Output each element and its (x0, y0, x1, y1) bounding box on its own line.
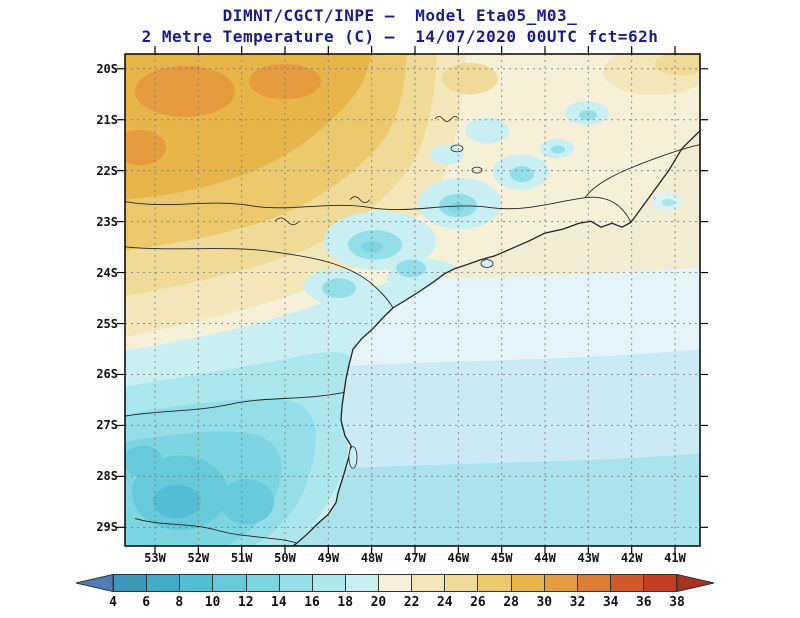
colorbar-tick-label: 24 (436, 595, 453, 610)
lat-label: 25S (96, 316, 118, 331)
lon-label: 52W (187, 551, 210, 565)
state-border-northeast (584, 144, 701, 198)
colorbar-right-arrow (677, 574, 715, 592)
colorbar-segment (114, 575, 147, 591)
colorbar-segment (245, 575, 279, 591)
lon-label: 48W (360, 551, 383, 565)
colorbar-tick-label: 36 (635, 595, 652, 610)
colorbar-segment (212, 575, 246, 591)
island (480, 259, 494, 268)
lat-label: 26S (96, 367, 118, 382)
colorbar-tick-labels: 4 6 8 10 12 14 16 18 20 22 24 26 28 30 32 34 36 38 (75, 595, 715, 613)
colorbar-segment (477, 575, 511, 591)
lon-label: 50W (274, 551, 296, 565)
map-title-line1: DIMNT/CGCT/INPE — Model Eta05_M03_ (222, 6, 578, 25)
lat-label: 29S (96, 520, 118, 535)
map-title-line2: 2 Metre Temperature (C) — 14/07/2020 00U… (141, 27, 659, 46)
lon-label: 47W (404, 551, 426, 565)
colorbar-segments (113, 574, 677, 592)
reservoir-outline (450, 144, 464, 153)
lon-label: 41W (664, 551, 686, 565)
lat-label: 22S (96, 163, 118, 178)
state-border-north (124, 196, 632, 223)
reservoir-outline (274, 217, 300, 226)
lat-label: 21S (96, 112, 118, 127)
colorbar-segment (311, 575, 345, 591)
state-borders-and-coastline (124, 116, 701, 547)
colorbar-tick-label: 16 (304, 595, 320, 610)
colorbar-segment (344, 575, 378, 591)
colorbar-segment (146, 575, 180, 591)
colorbar-segment (444, 575, 478, 591)
lon-label: 49W (317, 551, 340, 565)
colorbar-segment (378, 575, 412, 591)
colorbar-segment (543, 575, 577, 591)
colorbar-tick-label: 32 (569, 595, 586, 610)
reservoir-outline (434, 116, 460, 122)
lon-label: 53W (144, 551, 166, 565)
colorbar-tick-label: 26 (470, 595, 486, 610)
colorbar-segment (179, 575, 213, 591)
lon-label: 46W (447, 551, 470, 565)
colorbar-left-arrow (75, 574, 113, 592)
colorbar-tick-label: 28 (503, 595, 519, 610)
axis-tick-marks (117, 46, 708, 554)
reservoir-outline (471, 166, 483, 174)
lon-label: 44W (534, 551, 556, 565)
lon-label: 45W (490, 551, 513, 565)
lon-label: 51W (230, 551, 253, 565)
lon-label: 42W (620, 551, 643, 565)
state-border-south (124, 392, 345, 417)
colorbar-tick-label: 14 (271, 595, 287, 610)
colorbar-segment (609, 575, 643, 591)
colorbar-tick-label: 8 (175, 595, 184, 610)
colorbar-tick-label: 20 (370, 595, 387, 610)
colorbar-segment (510, 575, 544, 591)
colorbar-segment (576, 575, 610, 591)
colorbar-tick-label: 18 (337, 595, 354, 610)
coastline (292, 130, 701, 547)
lat-label: 20S (96, 61, 118, 76)
temperature-map (117, 46, 708, 554)
island (348, 446, 358, 469)
colorbar-tick-label: 30 (536, 595, 553, 610)
colorbar-segment (278, 575, 312, 591)
colorbar-tick-label: 34 (602, 595, 619, 610)
lat-label: 28S (96, 469, 118, 484)
lat-label: 23S (96, 214, 118, 229)
state-border-central (124, 246, 394, 309)
reservoir-outline (349, 196, 371, 203)
colorbar-tick-label: 10 (204, 595, 221, 610)
colorbar-tick-label: 6 (142, 595, 151, 610)
colorbar-tick-label: 22 (403, 595, 420, 610)
state-border-far-south (134, 518, 298, 544)
colorbar-tick-label: 4 (109, 595, 117, 610)
lon-label: 43W (577, 551, 600, 565)
lat-label: 24S (96, 265, 118, 280)
lat-label: 27S (96, 418, 118, 433)
colorbar-segment (411, 575, 445, 591)
colorbar-tick-label: 38 (669, 595, 685, 610)
colorbar-tick-label: 12 (237, 595, 254, 610)
map-frame (124, 53, 701, 547)
colorbar-segment (643, 575, 677, 591)
temperature-colorbar (75, 574, 715, 592)
